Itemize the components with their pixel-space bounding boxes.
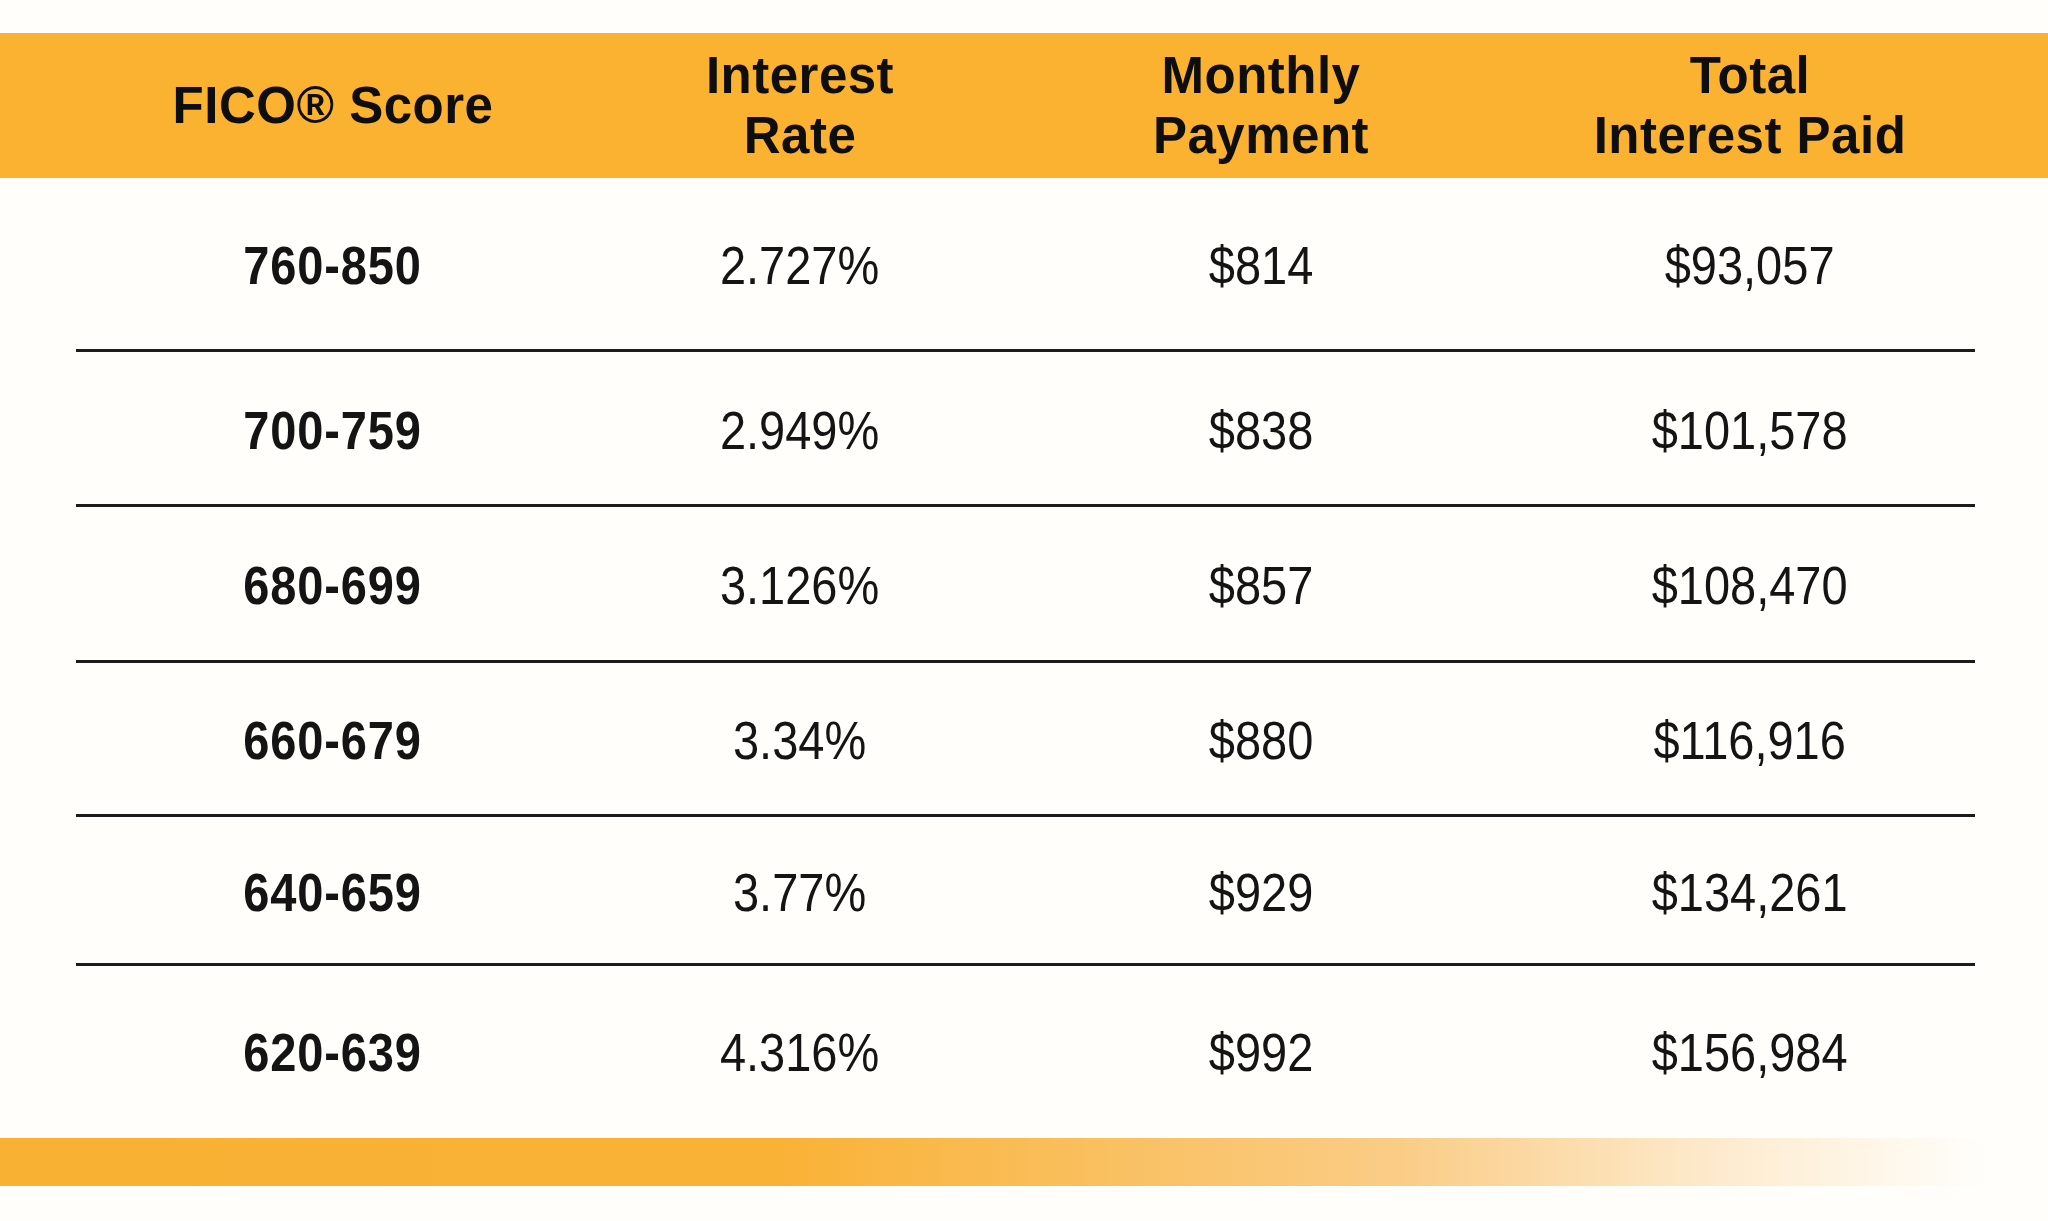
column-header-label: FICO® Score — [173, 76, 494, 136]
column-header-fico-score: FICO® Score — [173, 76, 494, 136]
table-body: 760-850 2.727% $814 $93,057 700-759 2.94… — [0, 178, 2048, 1138]
column-header-label-line1: Monthly — [1153, 46, 1369, 106]
interest-rate-cell: 3.126% — [720, 554, 879, 616]
fico-score-cell: 700-759 — [244, 399, 423, 461]
column-header-label-line2: Interest Paid — [1594, 106, 1907, 166]
monthly-payment-cell: $929 — [1209, 861, 1314, 923]
fico-score-cell: 660-679 — [244, 709, 423, 771]
fico-score-cell: 680-699 — [244, 554, 423, 616]
table-row: 620-639 4.316% $992 $156,984 — [0, 966, 2048, 1138]
column-header-interest-rate: Interest Rate — [706, 46, 894, 166]
total-interest-cell: $134,261 — [1652, 861, 1848, 923]
interest-rate-cell: 3.77% — [733, 861, 866, 923]
total-interest-cell: $93,057 — [1665, 234, 1835, 296]
table-row: 660-679 3.34% $880 $116,916 — [0, 663, 2048, 817]
table-row: 680-699 3.126% $857 $108,470 — [0, 507, 2048, 663]
footer-gradient-bar — [0, 1138, 2048, 1186]
column-header-label-line2: Payment — [1153, 106, 1369, 166]
column-header-monthly-payment: Monthly Payment — [1153, 46, 1369, 166]
table-header-bar: FICO® Score Interest Rate Monthly Paymen… — [0, 33, 2048, 178]
column-header-label-line1: Total — [1594, 46, 1907, 106]
total-interest-cell: $108,470 — [1652, 554, 1848, 616]
header-row: FICO® Score Interest Rate Monthly Paymen… — [0, 33, 1912, 178]
monthly-payment-cell: $992 — [1209, 1021, 1314, 1083]
fico-score-cell: 640-659 — [244, 861, 423, 923]
table-row: 700-759 2.949% $838 $101,578 — [0, 352, 2048, 507]
interest-rate-cell: 4.316% — [720, 1021, 879, 1083]
table-row: 760-850 2.727% $814 $93,057 — [0, 178, 2048, 352]
interest-rate-cell: 2.727% — [720, 234, 879, 296]
monthly-payment-cell: $838 — [1209, 399, 1314, 461]
fico-score-cell: 760-850 — [244, 234, 423, 296]
fico-score-cell: 620-639 — [244, 1021, 423, 1083]
total-interest-cell: $101,578 — [1652, 399, 1848, 461]
interest-rate-cell: 3.34% — [733, 709, 866, 771]
monthly-payment-cell: $814 — [1209, 234, 1314, 296]
table-row: 640-659 3.77% $929 $134,261 — [0, 817, 2048, 966]
total-interest-cell: $156,984 — [1652, 1021, 1848, 1083]
monthly-payment-cell: $880 — [1209, 709, 1314, 771]
column-header-total-interest-paid: Total Interest Paid — [1594, 46, 1907, 166]
monthly-payment-cell: $857 — [1209, 554, 1314, 616]
column-header-label-line1: Interest — [706, 46, 894, 106]
column-header-label-line2: Rate — [706, 106, 894, 166]
total-interest-cell: $116,916 — [1654, 709, 1846, 771]
interest-rate-cell: 2.949% — [720, 399, 879, 461]
